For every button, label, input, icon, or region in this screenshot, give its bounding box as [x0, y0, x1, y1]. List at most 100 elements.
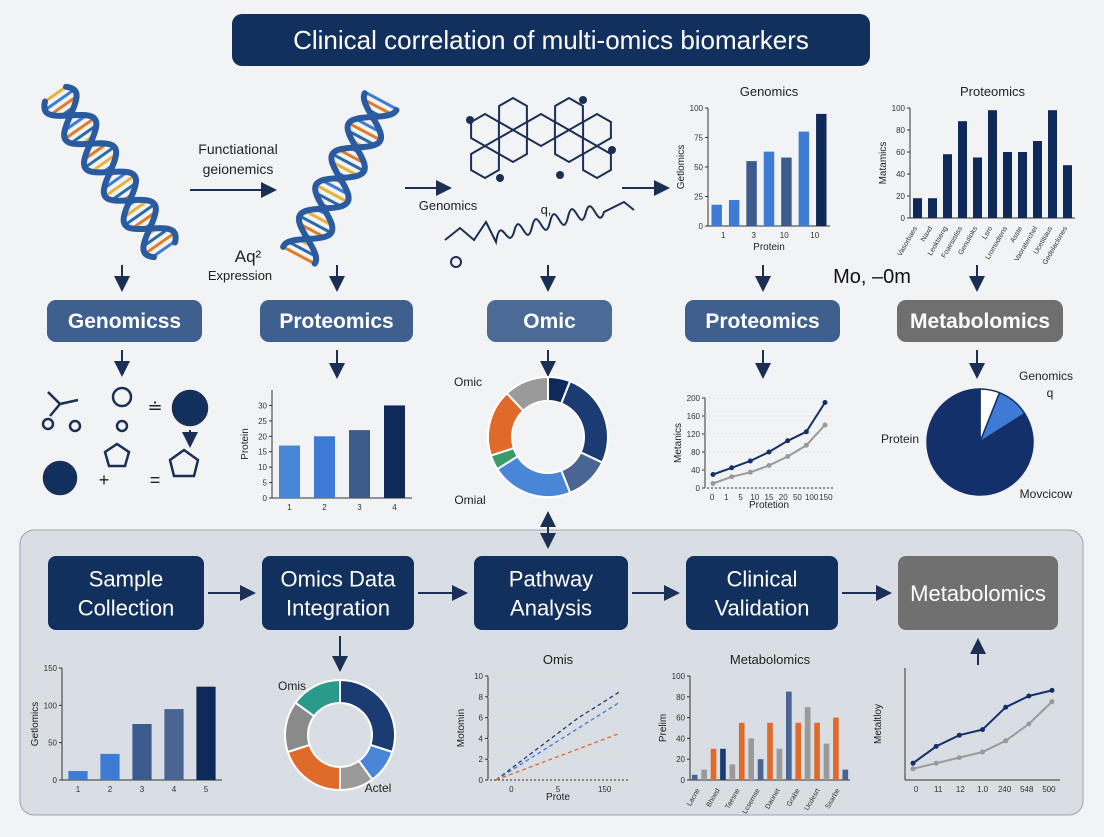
y-tick-label: 100: [44, 701, 58, 710]
molecule: [470, 144, 500, 180]
point: [822, 422, 828, 428]
pipeline-label: Collection: [78, 596, 175, 621]
stage-box: [260, 300, 413, 342]
y-axis-label: Metanics: [673, 423, 684, 463]
title: Clinical correlation of multi-omics biom…: [293, 25, 809, 55]
pipeline-box: [48, 556, 204, 630]
icon: [41, 417, 55, 431]
bar: [804, 707, 811, 780]
x-tick-label: 1.0: [977, 785, 989, 794]
annotation: Mo, –0m: [833, 266, 911, 288]
point: [956, 732, 962, 738]
point: [956, 755, 962, 761]
point: [729, 474, 735, 480]
chart-title: Metabolomics: [730, 652, 811, 667]
x-tick-label: 50: [793, 493, 802, 502]
x-tick-label: 5: [204, 785, 209, 794]
dna-rung: [131, 210, 157, 230]
x-tick-label: 500: [1042, 785, 1056, 794]
y-tick-label: 25: [694, 193, 703, 202]
bar: [763, 151, 775, 226]
bar: [314, 436, 335, 498]
bar: [1018, 152, 1027, 218]
point: [1049, 699, 1055, 705]
y-tick-label: 8: [479, 693, 484, 702]
line: [495, 701, 621, 781]
bar: [196, 686, 216, 780]
point: [785, 454, 791, 459]
icon: [171, 389, 209, 427]
dna-rung: [144, 231, 176, 255]
pipeline-box: [262, 556, 414, 630]
bar: [776, 748, 783, 780]
annotation: Expression: [208, 268, 272, 283]
dna-rung: [124, 203, 156, 227]
x-tick-label: 0: [914, 785, 919, 794]
x-tick-label: 150: [819, 493, 833, 502]
x-tick-label: 11: [934, 785, 943, 794]
x-tick-label: 5: [738, 493, 743, 502]
point: [747, 469, 753, 475]
y-tick-label: 80: [691, 448, 700, 457]
y-tick-label: 60: [896, 148, 905, 157]
annotation: q,: [541, 202, 552, 217]
molecule: [498, 96, 528, 132]
y-axis-label: Prelim: [658, 714, 669, 742]
y-tick-label: 25: [258, 417, 267, 426]
x-tick-label: 12: [956, 785, 965, 794]
decorations: ≐ + =: [41, 83, 986, 672]
x-tick-label: 100: [805, 493, 819, 502]
icon-symbol: ≐: [147, 397, 162, 417]
bar: [1048, 110, 1057, 218]
y-tick-label: 100: [672, 672, 686, 681]
molecule-dot: [450, 256, 462, 268]
x-tick-label: 3: [752, 231, 757, 240]
dna-rung: [347, 129, 376, 147]
x-tick-label: 4: [392, 503, 397, 512]
dna-rung: [142, 227, 170, 248]
y-axis-label: Metaltloy: [873, 704, 884, 744]
icon: [42, 460, 78, 496]
pie-label: q: [1047, 386, 1054, 400]
point: [1026, 693, 1032, 699]
bar: [757, 759, 764, 780]
dna-rung: [104, 174, 136, 198]
x-tick-label: 3: [357, 503, 362, 512]
y-tick-label: 60: [676, 714, 685, 723]
point: [803, 442, 809, 448]
bar: [1063, 165, 1072, 218]
dna-rung: [331, 152, 365, 173]
dna-rung: [304, 209, 333, 227]
icon: [68, 419, 82, 433]
pipeline-box: [686, 556, 838, 630]
dna-rung: [287, 240, 317, 258]
y-tick-label: 20: [258, 432, 267, 441]
bar: [943, 154, 952, 218]
bar: [100, 753, 120, 780]
point: [910, 766, 916, 772]
pipeline-label: Analysis: [510, 596, 592, 621]
point: [710, 472, 716, 477]
bar: [738, 722, 745, 780]
x-tick-label: 1: [724, 493, 729, 502]
pipeline-label: Sample: [89, 567, 164, 592]
y-tick-label: 0: [53, 776, 58, 785]
x-axis-label: Prote: [546, 792, 570, 803]
bar: [842, 769, 849, 780]
dna-rung: [49, 95, 78, 116]
point: [1049, 687, 1055, 693]
x-tick-label: 2: [322, 503, 327, 512]
bar: [711, 204, 722, 226]
bar: [958, 121, 967, 218]
bar: [913, 198, 922, 218]
point: [766, 449, 772, 455]
bar: [728, 200, 740, 226]
dna-strand: [295, 90, 385, 267]
bar: [823, 743, 830, 780]
bar: [384, 405, 405, 498]
bar: [720, 748, 726, 780]
dna-rung: [103, 170, 129, 190]
pie-label: Protein: [881, 432, 919, 446]
bar: [164, 709, 184, 780]
bar: [795, 722, 802, 780]
